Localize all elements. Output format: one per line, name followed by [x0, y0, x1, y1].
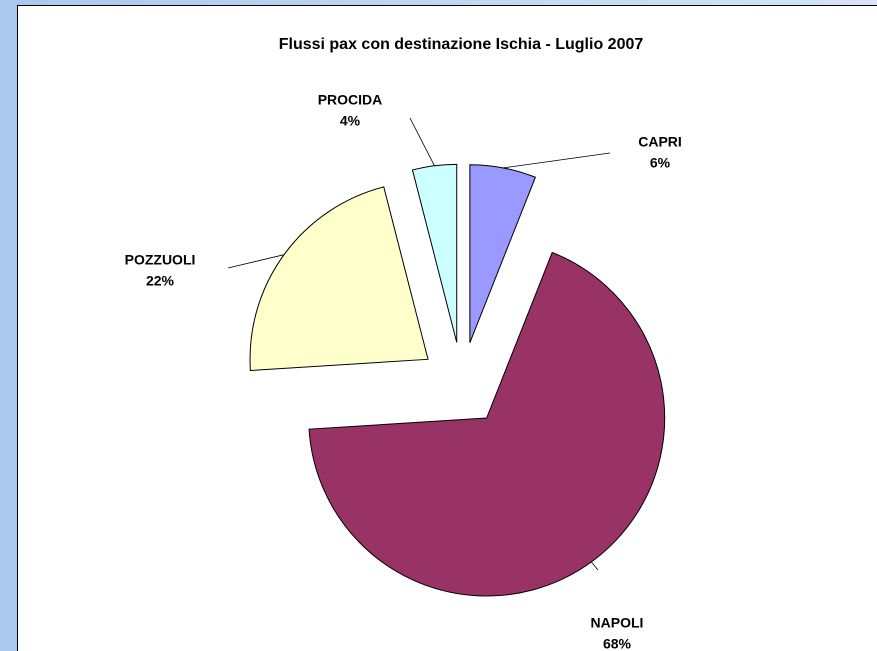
chart-title: Flussi pax con destinazione Ischia - Lug… [279, 36, 644, 53]
slice-value-label: 6% [650, 155, 671, 171]
slice-label: CAPRI [638, 134, 682, 150]
pie-slice [411, 163, 458, 343]
pie-slice [249, 186, 429, 372]
pie-slice [308, 251, 666, 597]
leader-line [591, 561, 599, 571]
leader-line [227, 254, 285, 269]
slice-label: POZZUOLI [125, 252, 196, 268]
slice-label: PROCIDA [318, 92, 383, 108]
slice-value-label: 4% [340, 113, 361, 129]
slice-value-label: 22% [146, 273, 175, 289]
pie-slice [469, 164, 537, 343]
leader-line [409, 117, 435, 166]
slice-label: NAPOLI [591, 615, 644, 631]
slice-value-label: 68% [603, 636, 632, 651]
leader-line [503, 152, 611, 169]
